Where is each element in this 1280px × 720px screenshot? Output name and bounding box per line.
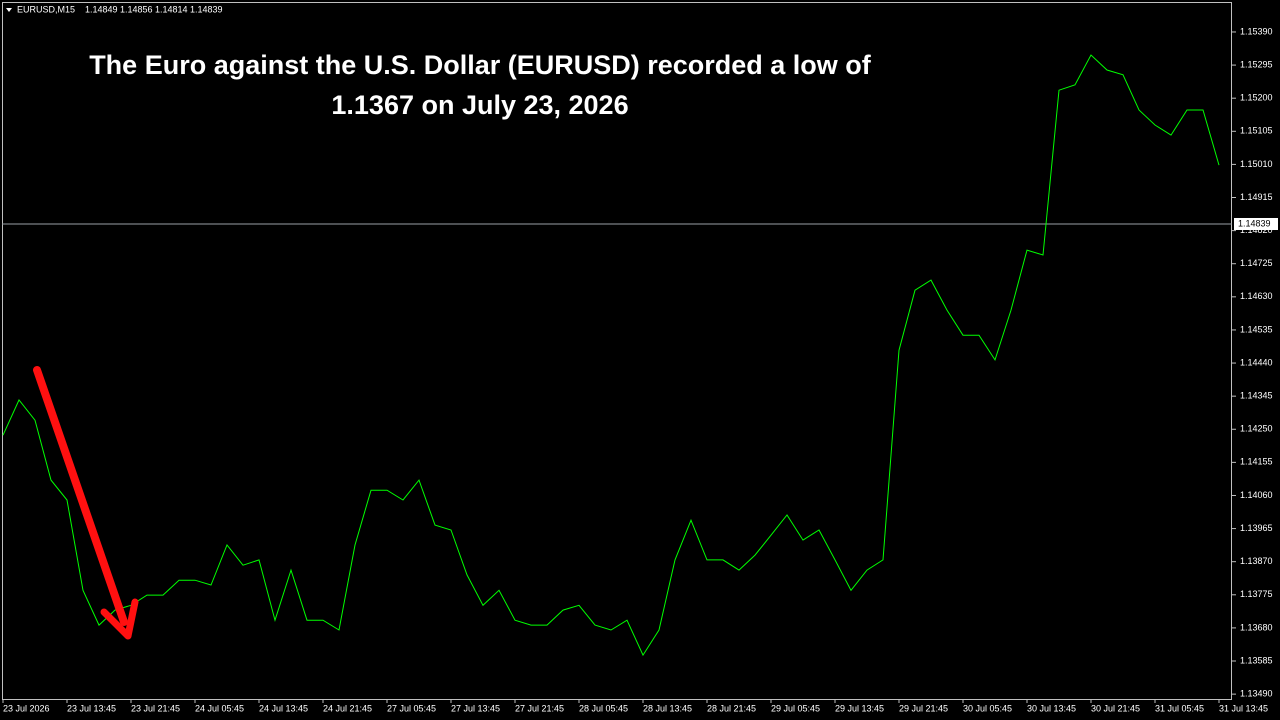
x-tick-label: 23 Jul 2026 (3, 703, 50, 713)
y-tick-label: 1.15295 (1240, 59, 1273, 69)
plot-frame (2, 2, 1232, 700)
y-tick-label: 1.15200 (1240, 93, 1273, 103)
x-tick-label: 29 Jul 21:45 (899, 703, 948, 713)
x-tick-label: 28 Jul 21:45 (707, 703, 756, 713)
y-tick-label: 1.14440 (1240, 357, 1273, 367)
x-tick-label: 31 Jul 05:45 (1155, 703, 1204, 713)
ohlc-value: 1.14849 (85, 4, 118, 14)
y-tick-label: 1.14535 (1240, 324, 1273, 334)
x-tick-label: 30 Jul 05:45 (963, 703, 1012, 713)
y-tick-label: 1.14630 (1240, 291, 1273, 301)
y-tick-label: 1.13870 (1240, 556, 1273, 566)
y-tick-label: 1.14915 (1240, 192, 1273, 202)
ohlc-values: 1.14849 1.14856 1.14814 1.14839 (85, 4, 223, 14)
y-tick-label: 1.14155 (1240, 457, 1273, 467)
y-tick-label: 1.15010 (1240, 159, 1273, 169)
ohlc-value: 1.14814 (155, 4, 188, 14)
x-tick-label: 28 Jul 05:45 (579, 703, 628, 713)
x-tick-label: 30 Jul 13:45 (1027, 703, 1076, 713)
arrow-head (100, 598, 139, 640)
current-price-box (1234, 217, 1278, 230)
y-tick-label: 1.15105 (1240, 126, 1273, 136)
x-tick-label: 29 Jul 05:45 (771, 703, 820, 713)
y-tick-label: 1.14345 (1240, 391, 1273, 401)
annotation-line: 1.1367 on July 23, 2026 (331, 90, 628, 120)
x-tick-label: 27 Jul 21:45 (515, 703, 564, 713)
price-line (2, 54, 1220, 657)
ohlc-value: 1.14839 (190, 4, 223, 14)
x-tick-label: 30 Jul 21:45 (1091, 703, 1140, 713)
x-tick-label: 27 Jul 13:45 (451, 703, 500, 713)
x-tick-label: 28 Jul 13:45 (643, 703, 692, 713)
y-tick-label: 1.13965 (1240, 523, 1273, 533)
x-tick-label: 24 Jul 13:45 (259, 703, 308, 713)
x-tick-label: 24 Jul 05:45 (195, 703, 244, 713)
annotation-line: The Euro against the U.S. Dollar (EURUSD… (89, 50, 872, 80)
y-tick-label: 1.14725 (1240, 258, 1273, 268)
y-tick-label: 1.14060 (1240, 490, 1273, 500)
plot: 1.15390 1.15295 1.15200 1.15105 1.15010 1.149… (2, 26, 1278, 713)
menu-triangle[interactable] (6, 8, 12, 12)
x-tick-label: 23 Jul 21:45 (131, 703, 180, 713)
x-tick-label: 23 Jul 13:45 (67, 703, 116, 713)
ohlc-value: 1.14856 (120, 4, 153, 14)
arrow-shaft (33, 366, 128, 626)
x-tick-label: 29 Jul 13:45 (835, 703, 884, 713)
red-arrow (33, 366, 139, 640)
symbol: EURUSD,M15 (17, 4, 75, 14)
x-tick-label: 31 Jul 13:45 (1219, 703, 1268, 713)
y-tick-label: 1.13680 (1240, 622, 1273, 632)
x-tick-label: 24 Jul 21:45 (323, 703, 372, 713)
y-tick-label: 1.13775 (1240, 589, 1273, 599)
x-tick-label: 27 Jul 05:45 (387, 703, 436, 713)
current-price-label: 1.14839 (1238, 218, 1271, 228)
y-tick-label: 1.13585 (1240, 655, 1273, 665)
y-tick-label: 1.14250 (1240, 424, 1273, 434)
y-tick-label: 1.15390 (1240, 26, 1273, 36)
y-tick-label: 1.13490 (1240, 688, 1273, 698)
